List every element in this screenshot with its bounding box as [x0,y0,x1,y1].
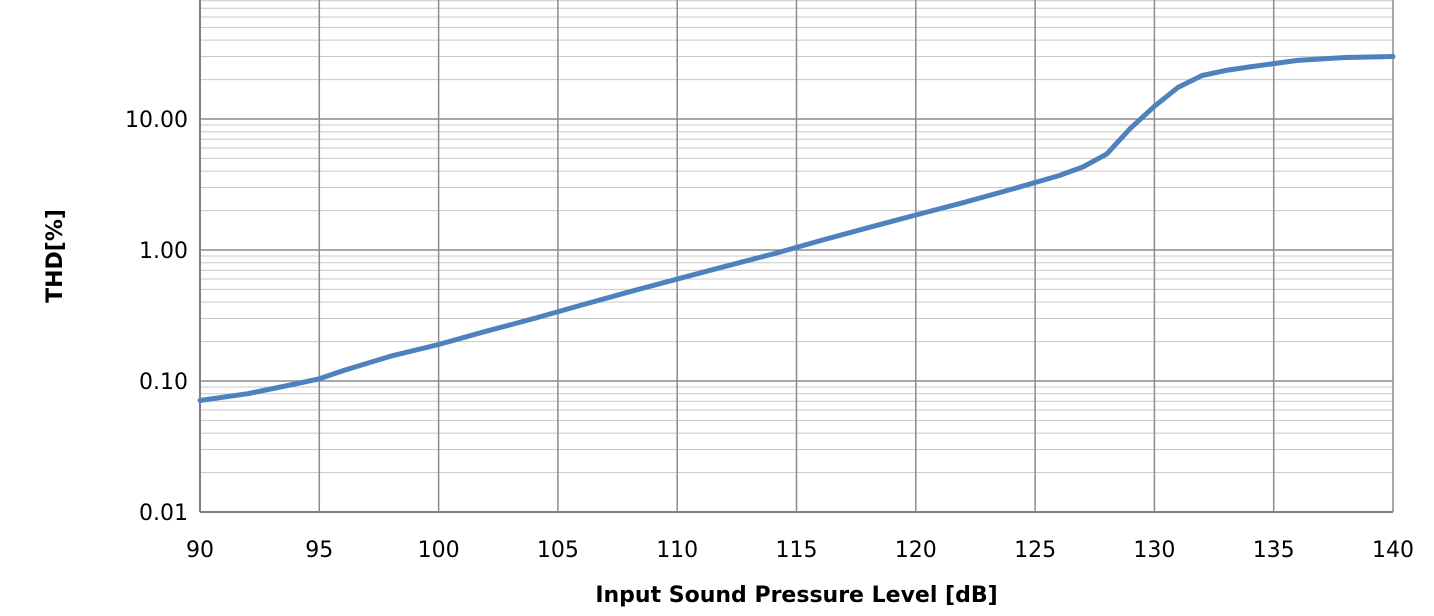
x-axis-ticks: 90 95 100 105 110 115 120 125 130 135 140 [186,538,1414,563]
y-tick-label: 0.01 [139,501,188,526]
series-line-0 [197,54,1396,403]
x-tick-label: 105 [537,538,579,563]
x-tick-label: 100 [418,538,460,563]
series-layer [197,54,1396,403]
x-tick-label: 120 [895,538,937,563]
x-tick-label: 110 [656,538,698,563]
y-tick-label: 0.10 [139,370,188,395]
x-tick-label: 125 [1014,538,1056,563]
y-axis-ticks: 0.01 0.10 1.00 10.00 [125,108,188,526]
grid [199,0,1394,513]
x-tick-label: 130 [1133,538,1175,563]
y-tick-label: 1.00 [139,239,188,264]
x-tick-label: 140 [1372,538,1414,563]
x-tick-label: 95 [305,538,333,563]
x-tick-label: 90 [186,538,214,563]
x-tick-label: 135 [1253,538,1295,563]
x-tick-label: 115 [776,538,818,563]
x-axis-title: Input Sound Pressure Level [dB] [595,583,997,608]
y-axis-title: THD[%] [43,209,68,303]
y-tick-label: 10.00 [125,108,188,133]
